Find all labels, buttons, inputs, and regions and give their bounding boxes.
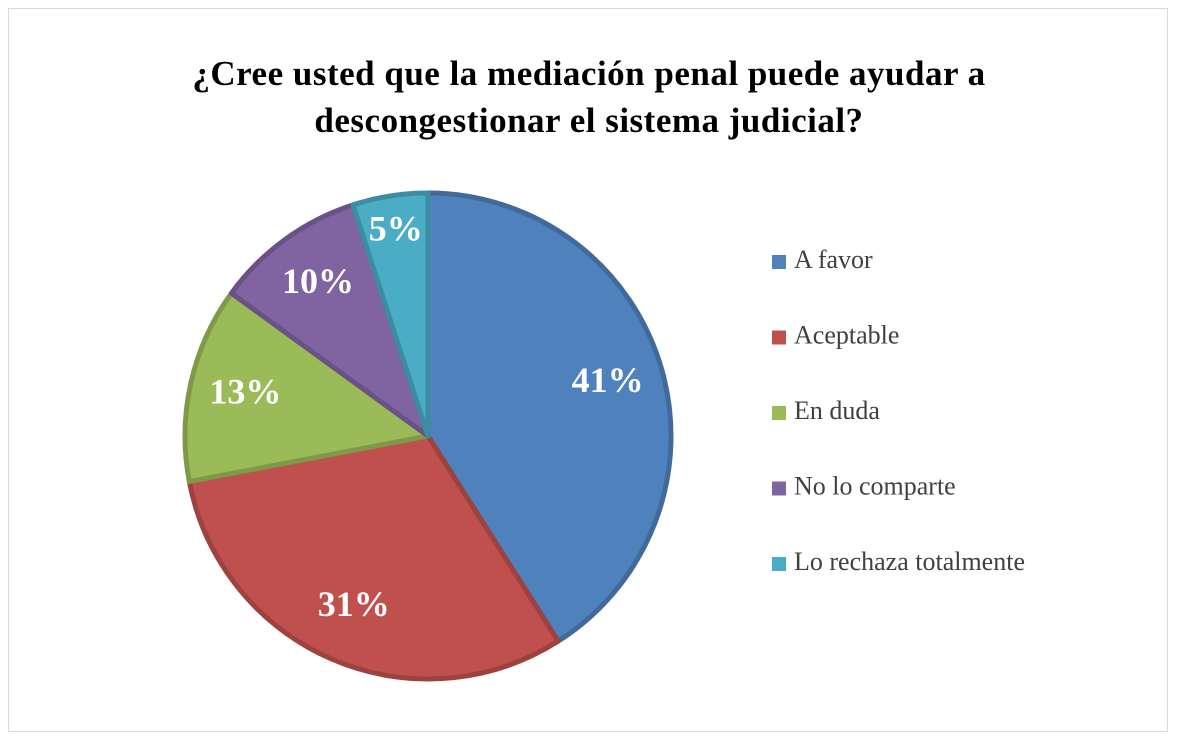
legend-label: No lo comparte bbox=[794, 471, 956, 500]
pie-slice bbox=[228, 202, 431, 439]
data-label: 5% bbox=[369, 208, 423, 248]
legend-swatch bbox=[772, 481, 786, 496]
legend-label: Aceptable bbox=[794, 320, 899, 349]
legend-swatch bbox=[772, 255, 786, 269]
pie-slice bbox=[182, 290, 431, 485]
pie-slice bbox=[350, 190, 431, 439]
legend-swatch bbox=[772, 557, 786, 571]
legend-label: A favor bbox=[794, 245, 873, 274]
data-label: 13% bbox=[209, 371, 281, 411]
legend-label: Lo rechaza totalmente bbox=[794, 547, 1025, 576]
legend-label: En duda bbox=[794, 396, 880, 425]
legend-swatch bbox=[772, 406, 786, 420]
data-label: 31% bbox=[318, 584, 390, 624]
data-label: 10% bbox=[282, 261, 354, 301]
chart-title: ¿Cree usted que la mediación penal puede… bbox=[192, 54, 986, 140]
data-label: 41% bbox=[572, 360, 644, 400]
legend-swatch bbox=[772, 330, 786, 345]
chart-frame bbox=[8, 8, 1168, 732]
pie-slice bbox=[186, 433, 561, 682]
